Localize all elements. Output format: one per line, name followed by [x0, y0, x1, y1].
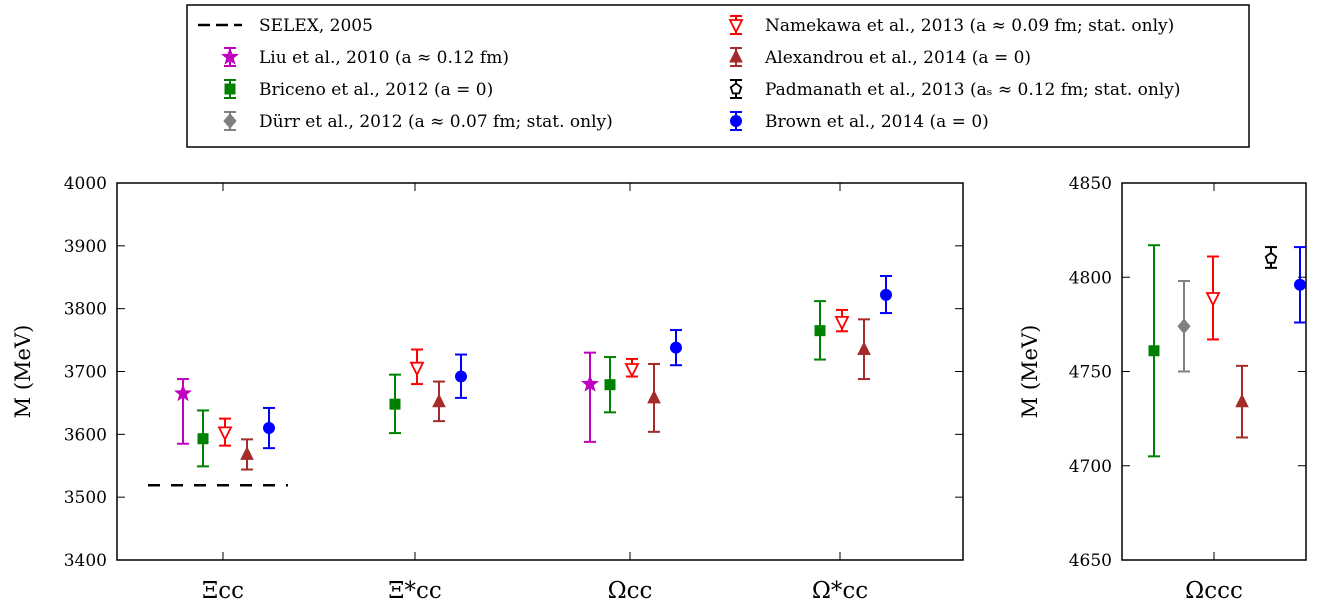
legend-label-liu: Liu et al., 2010 (a ≈ 0.12 fm): [259, 48, 509, 68]
data-point-namekawa--cc: [624, 357, 640, 379]
legend-item-alexandrou: Alexandrou et al., 2014 (a = 0): [729, 47, 1031, 68]
data-point-briceno--cc: [604, 356, 616, 414]
marker: [174, 384, 192, 402]
legend-label-namekawa: Namekawa et al., 2013 (a ≈ 0.09 fm; stat…: [765, 16, 1174, 36]
legend-swatch-marker: [221, 47, 239, 65]
marker: [647, 389, 661, 404]
legend: SELEX, 2005 Liu et al., 2010 (a ≈ 0.12 fm…: [186, 4, 1250, 148]
marker: [432, 393, 446, 408]
data-point-namekawa--ccc: [1205, 255, 1221, 341]
data-point-brown--cc: [670, 329, 682, 367]
omega-ccc-chart: 4650 4700 4750 4800 4850 M (MeV) Ωccc: [1018, 174, 1307, 604]
data-point-briceno--cc: [389, 373, 401, 435]
legend-label-selex: SELEX, 2005: [259, 16, 373, 36]
y-axis-title: M (MeV): [11, 325, 35, 419]
y-tick-label: 3700: [64, 363, 107, 383]
marker: [581, 374, 599, 392]
data-point-padmanath--ccc: [1264, 246, 1278, 269]
data-point-alexandrou--ccc: [1235, 364, 1249, 439]
legend-swatch-marker: [729, 82, 743, 95]
marker: [857, 341, 871, 355]
y-tick-label: 3400: [64, 551, 107, 571]
legend-swatch-marker: [223, 113, 237, 129]
data-point-durr--ccc: [1177, 280, 1191, 373]
legend-swatch-marker: [730, 115, 742, 127]
error-bar: [584, 351, 596, 443]
legend-label-brown: Brown et al., 2014 (a = 0): [765, 112, 989, 132]
legend-item-namekawa: Namekawa et al., 2013 (a ≈ 0.09 fm; stat…: [728, 15, 1174, 36]
plot-frame: [1121, 182, 1307, 561]
marker: [880, 288, 892, 301]
data-point-alexandrou--cc: [432, 380, 446, 423]
data-point-briceno--cc: [814, 300, 826, 361]
marker: [1177, 318, 1191, 335]
data-point-briceno--cc: [197, 409, 209, 468]
y-tick-label: 4750: [1069, 363, 1112, 383]
marker: [217, 426, 233, 442]
y-axis-title: M (MeV): [1018, 325, 1042, 419]
data-point-brown--ccc: [1294, 246, 1306, 324]
data-point-alexandrou--cc: [857, 318, 871, 381]
data-point-alexandrou--cc: [647, 362, 661, 433]
data-point-brown--cc: [263, 406, 275, 450]
data-point-namekawa--cc: [409, 348, 425, 386]
marker: [1205, 292, 1221, 308]
marker: [1264, 251, 1278, 264]
data-point-namekawa--cc: [834, 308, 850, 333]
plot-frame: [116, 182, 964, 561]
category-label--cc: Ξcc: [202, 578, 244, 604]
legend-item-padmanath: Padmanath et al., 2013 (aₛ ≈ 0.12 fm; st…: [729, 79, 1181, 100]
y-tick-label: 4000: [64, 174, 107, 194]
marker: [1148, 345, 1160, 357]
data-point-liu--cc: [581, 351, 599, 443]
legend-label-alexandrou: Alexandrou et al., 2014 (a = 0): [764, 48, 1031, 68]
y-tick-label: 4850: [1069, 174, 1112, 194]
y-tick-label: 4800: [1069, 268, 1112, 288]
legend-swatch-marker: [728, 19, 744, 35]
marker: [455, 370, 467, 383]
legend-item-durr: Dürr et al., 2012 (a ≈ 0.07 fm; stat. on…: [223, 111, 613, 132]
marker: [834, 315, 850, 331]
y-tick-label: 3800: [64, 300, 107, 320]
data-point-brown--cc: [880, 274, 892, 315]
category-label--cc: Ω*cc: [812, 578, 868, 604]
data-point-liu--cc: [174, 378, 192, 445]
legend-frame: [186, 4, 1250, 148]
y-tick-label: 4700: [1069, 457, 1112, 477]
marker: [263, 422, 275, 435]
data-point-briceno--ccc: [1148, 244, 1160, 458]
main-chart: 3400 3500 3600 3700 3800 3900 4000 M (MeV) Ξcc Ξ*…: [11, 174, 964, 604]
marker: [389, 398, 401, 410]
marker: [1235, 393, 1249, 408]
data-point-namekawa--cc: [217, 417, 233, 447]
y-tick-label: 3500: [64, 488, 107, 508]
marker: [624, 363, 640, 379]
marker: [1294, 278, 1306, 291]
data-point-alexandrou--cc: [240, 438, 254, 471]
legend-label-briceno: Briceno et al., 2012 (a = 0): [259, 80, 493, 100]
category-label--cc: Ωcc: [608, 578, 653, 604]
marker: [604, 379, 616, 391]
legend-label-durr: Dürr et al., 2012 (a ≈ 0.07 fm; stat. on…: [259, 112, 613, 132]
y-tick-label: 4650: [1069, 551, 1112, 571]
legend-item-briceno: Briceno et al., 2012 (a = 0): [224, 79, 493, 100]
y-tick-label: 3900: [64, 237, 107, 257]
legend-item-selex: SELEX, 2005: [198, 16, 373, 36]
legend-item-brown: Brown et al., 2014 (a = 0): [730, 111, 989, 132]
category-label--ccc: Ωccc: [1185, 578, 1243, 604]
marker: [409, 361, 425, 377]
legend-swatch-marker: [224, 83, 236, 95]
marker: [197, 433, 209, 445]
marker: [814, 325, 826, 337]
legend-item-liu: Liu et al., 2010 (a ≈ 0.12 fm): [221, 47, 509, 68]
legend-label-padmanath: Padmanath et al., 2013 (aₛ ≈ 0.12 fm; st…: [765, 80, 1181, 100]
category-label--cc: Ξ*cc: [388, 578, 441, 604]
marker: [670, 341, 682, 354]
data-point-brown--cc: [455, 353, 467, 399]
legend-swatch-marker: [729, 48, 743, 63]
y-tick-label: 3600: [64, 425, 107, 445]
marker: [240, 446, 254, 460]
